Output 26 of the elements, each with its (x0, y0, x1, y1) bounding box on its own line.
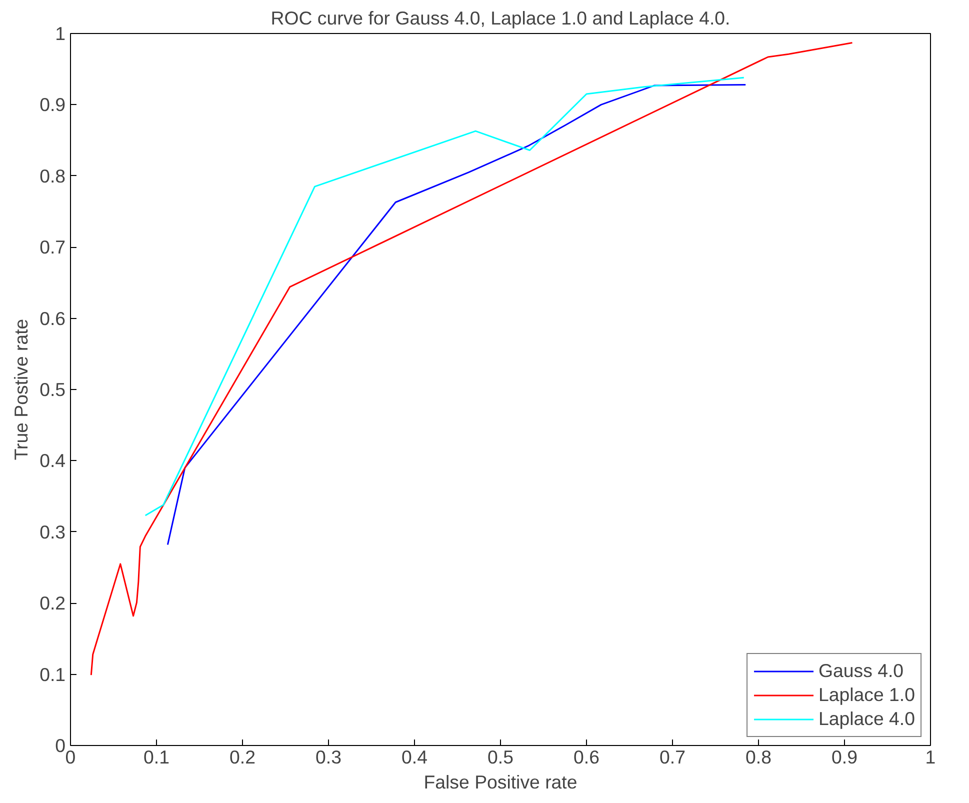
legend-label: Gauss 4.0 (818, 660, 904, 682)
x-tick-label: 0.4 (402, 746, 428, 768)
x-axis-title: False Positive rate (424, 772, 578, 792)
x-tick-label: 0.6 (574, 746, 600, 768)
x-tick-label: 0.1 (144, 746, 170, 768)
chart-title: ROC curve for Gauss 4.0, Laplace 1.0 and Laplace 4.0. (270, 8, 730, 28)
legend-label: Laplace 1.0 (818, 684, 915, 706)
y-tick-label: 0.5 (40, 379, 66, 400)
x-tick-label: 0.7 (660, 746, 686, 768)
y-tick-label: 1 (55, 23, 66, 44)
x-tick-label: 0.5 (488, 746, 514, 768)
y-tick-label: 0.8 (40, 165, 66, 186)
x-tick-label: 0.8 (746, 746, 772, 768)
y-tick-label: 0.3 (40, 521, 66, 542)
y-tick-label: 0.9 (40, 94, 66, 116)
legend-label: Laplace 4.0 (818, 708, 915, 730)
y-axis-title: True Postive rate (10, 318, 32, 460)
y-tick-label: 0.6 (40, 308, 66, 329)
x-tick-label: 1 (925, 746, 936, 768)
x-tick-label: 0.3 (316, 746, 342, 768)
y-tick-label: 0.4 (40, 450, 66, 472)
x-tick-label: 0.2 (230, 746, 256, 768)
y-tick-label: 0.7 (40, 236, 66, 258)
y-tick-label: 0.2 (40, 592, 66, 614)
x-tick-label: 0.9 (832, 746, 858, 768)
y-tick-label: 0.1 (40, 664, 66, 685)
